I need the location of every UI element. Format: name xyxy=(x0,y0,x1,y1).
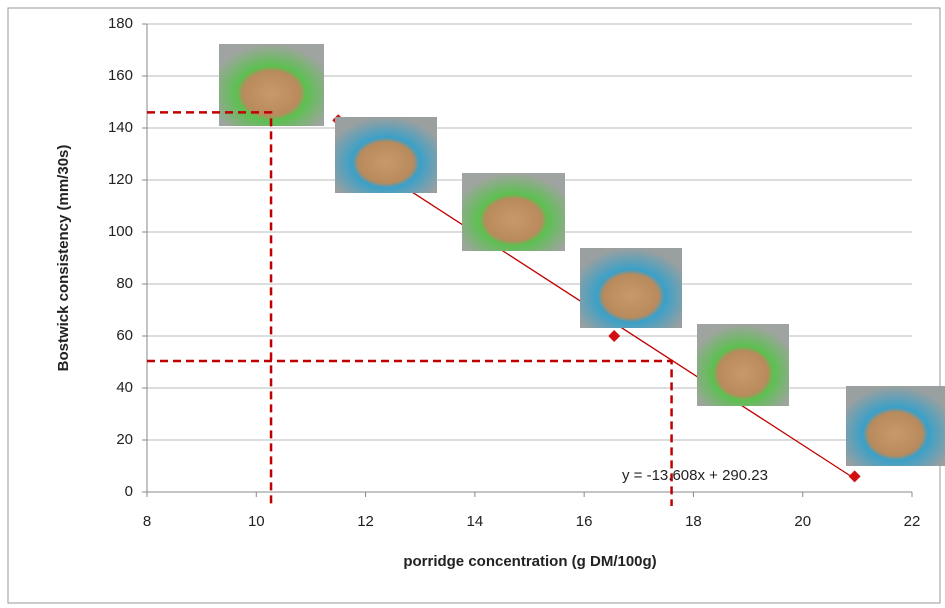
y-tick-label: 0 xyxy=(125,483,133,500)
chart-frame xyxy=(7,7,941,604)
y-tick-label: 80 xyxy=(116,275,133,292)
point xyxy=(848,470,861,483)
x-tick-label: 8 xyxy=(143,513,151,530)
photo xyxy=(846,386,945,466)
photos xyxy=(219,44,945,466)
point xyxy=(608,330,621,342)
x-tick-label: 20 xyxy=(794,513,811,530)
x-tick-label: 14 xyxy=(467,513,484,530)
x-tick-label: 10 xyxy=(248,513,265,530)
y-tick-label: 60 xyxy=(116,327,133,344)
y-tick-label: 140 xyxy=(108,119,133,136)
y-tick-label: 160 xyxy=(108,67,133,84)
y-tick-label: 180 xyxy=(108,15,133,32)
photo xyxy=(697,324,789,406)
trendline-label: y = -13.608x + 290.23 xyxy=(622,467,768,484)
photo xyxy=(462,173,565,251)
guide-line xyxy=(147,111,273,506)
photo xyxy=(580,248,682,328)
x-tick-label: 12 xyxy=(357,513,374,530)
guide-line xyxy=(147,359,673,506)
y-tick-label: 20 xyxy=(116,431,133,448)
x-tick-label: 18 xyxy=(685,513,702,530)
y-tick-label: 40 xyxy=(116,379,133,396)
photo xyxy=(335,117,437,193)
photo xyxy=(219,44,324,126)
y-tick-label: 120 xyxy=(108,171,133,188)
x-tick-label: 16 xyxy=(576,513,593,530)
x-tick-label: 22 xyxy=(904,513,921,530)
x-axis-label: porridge concentration (g DM/100g) xyxy=(403,553,656,570)
y-tick-label: 100 xyxy=(108,223,133,240)
y-axis-label: Bostwick consistency (mm/30s) xyxy=(55,145,72,372)
